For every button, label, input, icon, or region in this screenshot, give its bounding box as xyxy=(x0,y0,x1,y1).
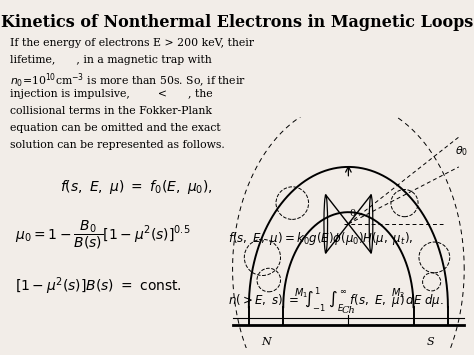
Text: $n(>E,\ s)\ =\ \int_{-1}^{1}\ \int_{E}^{\infty}\ f(s,\ E,\ \mu)\,dE\ d\mu.$: $n(>E,\ s)\ =\ \int_{-1}^{1}\ \int_{E}^{… xyxy=(228,285,444,314)
Text: lifetime,      , in a magnetic trap with: lifetime, , in a magnetic trap with xyxy=(10,55,212,65)
Text: $n_0$=10$^{10}$cm$^{-3}$ is more than 50s. So, if their: $n_0$=10$^{10}$cm$^{-3}$ is more than 50… xyxy=(10,72,246,90)
Text: injection is impulsive,        <      , the: injection is impulsive, < , the xyxy=(10,89,213,99)
Text: $f(s,\ E,\ \mu) = k_0 g(E)\phi(\mu_0)H(\mu,\ \mu_t),$: $f(s,\ E,\ \mu) = k_0 g(E)\phi(\mu_0)H(\… xyxy=(228,230,413,247)
Text: $\mu_0 = 1 - \dfrac{B_0}{B(s)}\left[1-\mu^2(s)\right]^{0.5}$: $\mu_0 = 1 - \dfrac{B_0}{B(s)}\left[1-\m… xyxy=(15,218,191,251)
Text: $M_2$: $M_2$ xyxy=(391,286,405,300)
Text: Ch: Ch xyxy=(341,306,356,315)
Text: S: S xyxy=(427,337,435,347)
Text: $M_1$: $M_1$ xyxy=(294,286,309,300)
Text: If the energy of electrons E > 200 keV, their: If the energy of electrons E > 200 keV, … xyxy=(10,38,254,48)
Text: Kinetics of Nonthermal Electrons in Magnetic Loops: Kinetics of Nonthermal Electrons in Magn… xyxy=(1,14,473,31)
Text: N: N xyxy=(261,337,271,347)
Text: $\theta_0$: $\theta_0$ xyxy=(455,144,468,158)
Text: solution can be represented as follows.: solution can be represented as follows. xyxy=(10,140,225,150)
Text: $f(s,\ E,\ \mu)\ =\ f_0(E,\ \mu_0),$: $f(s,\ E,\ \mu)\ =\ f_0(E,\ \mu_0),$ xyxy=(60,178,213,196)
Text: collisional terms in the Fokker-Plank: collisional terms in the Fokker-Plank xyxy=(10,106,212,116)
Text: 0: 0 xyxy=(350,209,356,218)
Text: $\left[1-\mu^2(s)\right]B(s)\ =\ \mathrm{const.}$: $\left[1-\mu^2(s)\right]B(s)\ =\ \mathrm… xyxy=(15,275,182,296)
Text: equation can be omitted and the exact: equation can be omitted and the exact xyxy=(10,123,220,133)
